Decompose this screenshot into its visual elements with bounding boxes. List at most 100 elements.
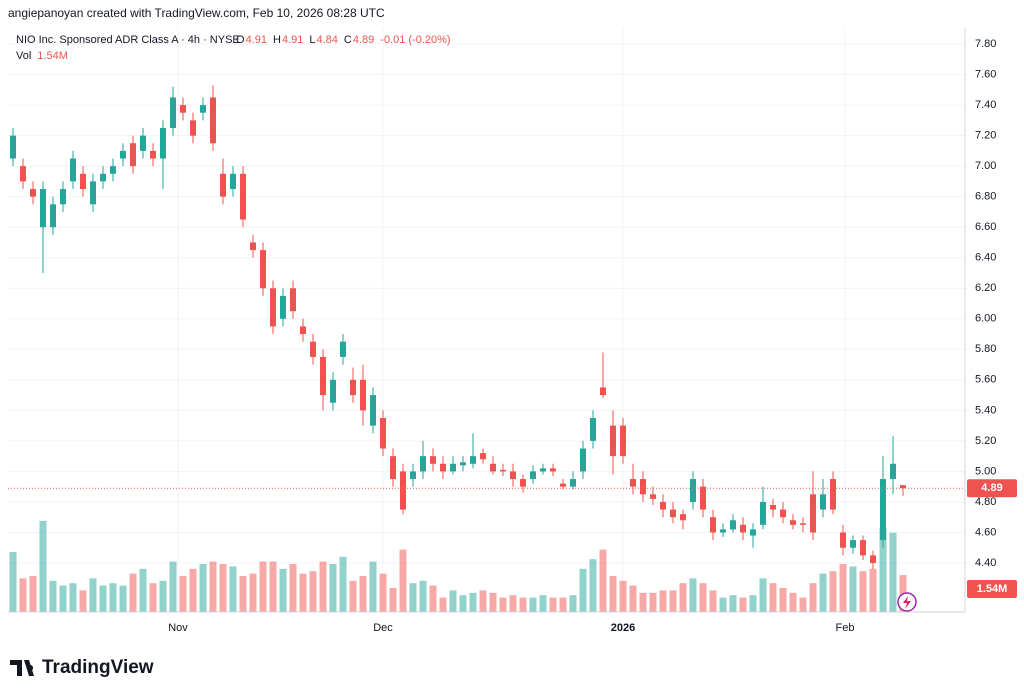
legend-l-label: L — [309, 34, 315, 46]
volume-bar — [359, 576, 367, 612]
candle-body — [450, 463, 456, 472]
volume-bar — [129, 573, 137, 612]
volume-bar — [79, 590, 87, 612]
volume-bar — [439, 597, 447, 612]
candle-body — [760, 501, 766, 525]
legend-high: 4.91 — [282, 34, 303, 46]
legend-open: 4.91 — [246, 34, 267, 46]
candle-body — [280, 295, 286, 319]
volume-bar — [399, 549, 407, 612]
candle-body — [630, 479, 636, 487]
price-label: 4.89 — [981, 482, 1002, 494]
candle-body — [730, 520, 736, 530]
volume-pane — [9, 520, 907, 612]
candle-body — [170, 97, 176, 128]
candle-body — [510, 471, 516, 480]
volume-bar — [829, 571, 837, 612]
volume-bar — [649, 592, 657, 612]
candle-body — [460, 462, 466, 466]
candle-body — [330, 379, 336, 403]
candle-body — [320, 356, 326, 396]
volume-legend-value: 1.54M — [37, 50, 68, 62]
candle-body — [10, 135, 16, 159]
volume-bar — [489, 592, 497, 612]
candle-body — [600, 387, 606, 396]
volume-bar — [679, 583, 687, 612]
x-tick-label: 2026 — [611, 622, 635, 634]
candle-body — [900, 485, 906, 489]
candle-body — [80, 173, 86, 190]
volume-bar — [239, 576, 247, 612]
volume-bar — [29, 576, 37, 612]
candle-body — [220, 173, 226, 197]
legend-o-label: O — [236, 34, 245, 46]
legend-c-label: C — [344, 34, 352, 46]
candle-body — [470, 456, 476, 464]
candle-body — [250, 242, 256, 251]
volume-bar — [389, 588, 397, 612]
volume-bar — [719, 597, 727, 612]
candle-body — [120, 150, 126, 159]
volume-bar — [819, 573, 827, 612]
candle-body — [420, 456, 426, 472]
candle-body — [360, 379, 366, 411]
volume-bar — [599, 549, 607, 612]
credit: angiepanoyan created with TradingView.co… — [8, 6, 385, 20]
volume-bar — [59, 585, 67, 612]
candle-body — [40, 189, 46, 228]
volume-bar — [319, 561, 327, 612]
volume-bar — [839, 564, 847, 612]
volume-bar — [229, 566, 237, 612]
volume-bar — [99, 585, 107, 612]
volume-bar — [519, 597, 527, 612]
volume-bar — [559, 597, 567, 612]
candle-body — [260, 250, 266, 289]
candle-body — [830, 479, 836, 510]
candle-body — [230, 173, 236, 190]
candle-body — [310, 341, 316, 357]
y-tick-label: 7.20 — [975, 130, 996, 142]
volume-bar — [9, 552, 17, 612]
volume-bar — [849, 566, 857, 612]
y-tick-label: 6.40 — [975, 252, 996, 264]
volume-bar — [799, 597, 807, 612]
y-tick-label: 5.80 — [975, 343, 996, 355]
candle-body — [550, 468, 556, 472]
candle-body — [430, 456, 436, 464]
volume-bar — [459, 595, 467, 612]
candle-body — [500, 469, 506, 472]
candle-body — [530, 471, 536, 480]
volume-bar — [449, 590, 457, 612]
volume-bar — [579, 568, 587, 612]
candle-body — [190, 120, 196, 136]
volume-bar — [179, 576, 187, 612]
candle-body — [490, 463, 496, 472]
volume-bar — [879, 528, 887, 612]
volume-bar — [549, 597, 557, 612]
legend-change: -0.01 (-0.20%) — [380, 34, 450, 46]
volume-bar — [109, 583, 117, 612]
candle-body — [440, 463, 446, 472]
y-tick-label: 4.60 — [975, 526, 996, 538]
candle-body — [680, 514, 686, 521]
y-tick-label: 6.60 — [975, 221, 996, 233]
candle-body — [800, 523, 806, 525]
volume-bar — [409, 583, 417, 612]
y-tick-label: 7.40 — [975, 99, 996, 111]
volume-bar — [509, 595, 517, 612]
volume-bar — [339, 556, 347, 612]
candle-body — [300, 326, 306, 335]
y-tick-label: 5.40 — [975, 404, 996, 416]
candle-body — [200, 105, 206, 113]
volume-bar — [689, 578, 697, 612]
candle-body — [480, 453, 486, 460]
candle-body — [560, 483, 566, 487]
candle-body — [610, 425, 616, 457]
volume-bar — [49, 580, 57, 612]
volume-bar — [289, 564, 297, 612]
candle-body — [370, 395, 376, 426]
volume-bar — [249, 573, 257, 612]
candle-body — [570, 479, 576, 487]
candle-body — [690, 479, 696, 502]
